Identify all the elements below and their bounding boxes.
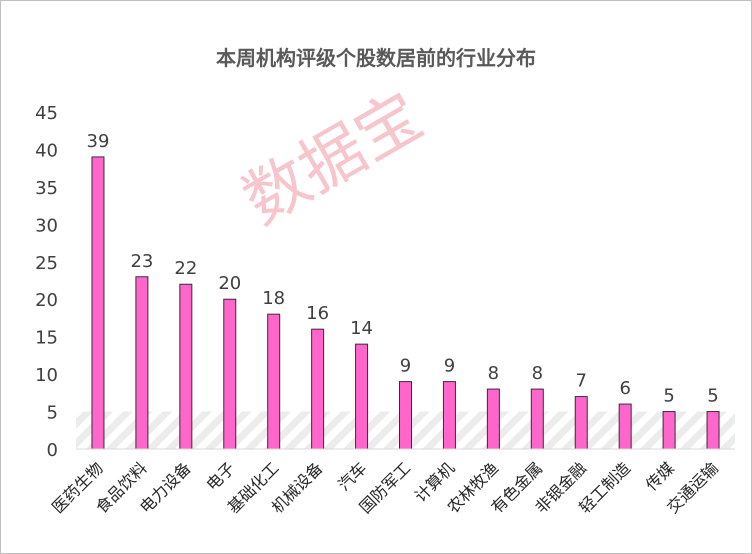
y-tick-label: 5 [47, 403, 58, 424]
bar [135, 276, 149, 450]
y-tick-label: 10 [35, 365, 58, 386]
data-label: 39 [87, 131, 110, 152]
data-label: 22 [174, 258, 197, 279]
data-label: 14 [350, 318, 373, 339]
bar [311, 328, 325, 450]
bar [267, 313, 281, 450]
y-axis: 0 5 10 15 20 25 30 35 40 45 [35, 103, 58, 461]
data-label: 6 [619, 378, 630, 399]
data-label: 5 [663, 386, 674, 407]
data-label: 18 [262, 288, 285, 309]
bar [91, 156, 105, 450]
bar [355, 343, 369, 450]
y-tick-label: 40 [35, 140, 58, 161]
bar [574, 396, 588, 450]
data-label: 16 [306, 303, 329, 324]
y-tick-label: 0 [47, 440, 58, 461]
bars: 39 23 22 20 18 16 14 9 9 8 8 7 6 5 5 [87, 131, 720, 450]
data-label: 20 [218, 273, 241, 294]
bar [442, 381, 456, 450]
bar [399, 381, 412, 450]
y-tick-label: 30 [35, 215, 58, 236]
bar [223, 298, 237, 450]
data-label: 9 [444, 356, 455, 377]
x-tick-label: 汽车 [334, 458, 370, 494]
data-label: 9 [400, 356, 411, 377]
y-tick-label: 35 [35, 178, 58, 199]
data-label: 8 [532, 363, 543, 384]
chart-title: 本周机构评级个股数居前的行业分布 [216, 46, 536, 70]
y-tick-label: 15 [35, 328, 58, 349]
data-label: 23 [130, 251, 153, 272]
x-tick-label: 电子 [203, 458, 239, 494]
bar [662, 411, 676, 450]
data-label: 5 [707, 386, 718, 407]
bar [618, 403, 632, 450]
y-tick-label: 20 [35, 290, 58, 311]
data-label: 8 [488, 363, 499, 384]
x-tick-label: 传媒 [642, 458, 678, 494]
bar [530, 388, 544, 450]
bar [706, 411, 720, 450]
data-label: 7 [576, 371, 587, 392]
y-tick-label: 45 [35, 103, 58, 124]
y-tick-label: 25 [35, 253, 58, 274]
bar [486, 388, 500, 450]
bar [179, 283, 193, 450]
